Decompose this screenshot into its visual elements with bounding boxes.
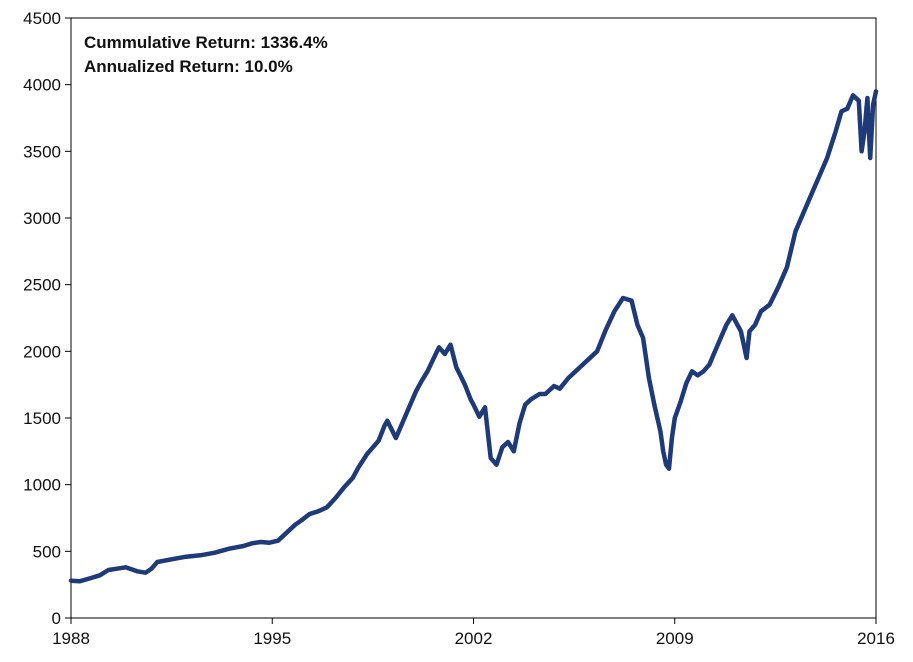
y-tick-label: 2000 xyxy=(23,342,61,361)
y-tick-label: 0 xyxy=(52,609,61,628)
plot-area-border xyxy=(70,17,877,619)
y-tick-label: 4500 xyxy=(23,9,61,28)
x-tick-label: 2009 xyxy=(656,629,694,648)
x-tick-label: 1995 xyxy=(253,629,291,648)
x-axis: 1988 1995 2002 2009 2016 xyxy=(52,618,895,648)
x-tick-label: 2016 xyxy=(857,629,895,648)
cumulative-return-annotation: Cummulative Return: 1336.4% xyxy=(84,33,328,52)
x-tick-label: 2002 xyxy=(455,629,493,648)
annualized-return-annotation: Annualized Return: 10.0% xyxy=(84,57,293,76)
y-tick-label: 500 xyxy=(33,542,61,561)
y-tick-label: 3500 xyxy=(23,142,61,161)
y-tick-label: 1000 xyxy=(23,476,61,495)
y-tick-label: 1500 xyxy=(23,409,61,428)
y-tick-label: 2500 xyxy=(23,276,61,295)
y-tick-label: 3000 xyxy=(23,209,61,228)
series-line xyxy=(68,89,879,584)
y-axis: 0 500 1000 1500 2000 2500 3000 3500 4000 4500 xyxy=(23,9,71,628)
y-tick-label: 4000 xyxy=(23,76,61,95)
x-tick-label: 1988 xyxy=(52,629,90,648)
